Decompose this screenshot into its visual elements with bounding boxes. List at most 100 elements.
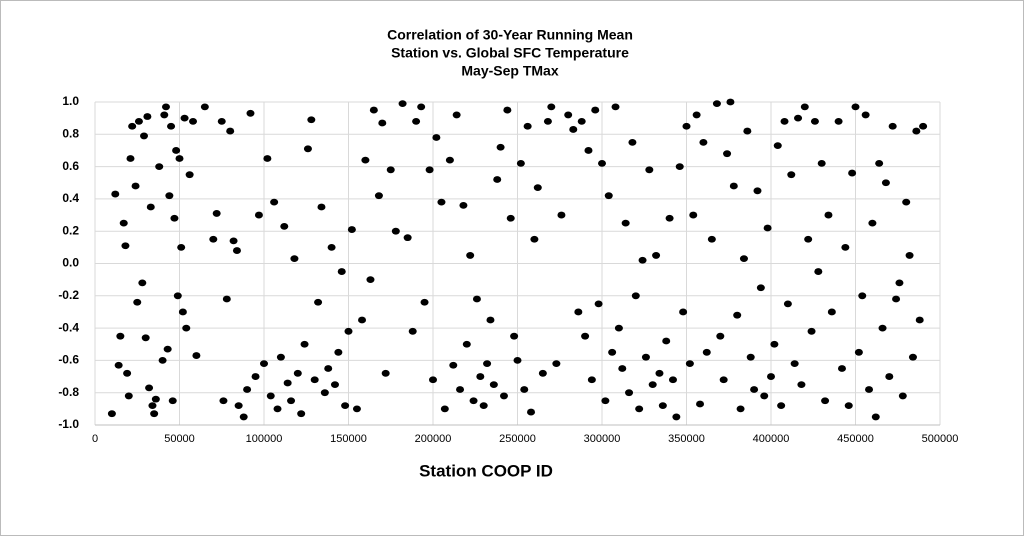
point [527, 408, 536, 416]
point [658, 402, 667, 410]
point [300, 340, 309, 348]
point [219, 397, 228, 405]
point [783, 300, 792, 308]
y-tick-label: 0.2 [62, 223, 79, 237]
point [790, 360, 799, 368]
point [307, 116, 316, 124]
point [366, 276, 375, 284]
point [234, 402, 243, 410]
point [337, 268, 346, 275]
point [177, 243, 186, 251]
point [804, 235, 813, 243]
point [665, 214, 674, 222]
point [892, 295, 901, 303]
point [170, 214, 179, 222]
point [584, 147, 593, 154]
point [569, 126, 578, 133]
point [123, 369, 132, 377]
point [126, 155, 135, 162]
point [131, 182, 140, 190]
point [124, 392, 133, 400]
x-tick-label: 450000 [837, 433, 874, 445]
point [614, 324, 623, 332]
point [682, 122, 691, 130]
point [226, 127, 235, 135]
point [729, 182, 738, 190]
point [158, 357, 167, 364]
point [668, 376, 677, 384]
point [150, 410, 159, 418]
point [114, 361, 123, 369]
point [915, 316, 924, 324]
point [557, 211, 566, 219]
point [516, 159, 525, 167]
point [707, 235, 716, 243]
point [902, 198, 911, 206]
point [273, 405, 282, 413]
point [160, 111, 169, 119]
point [733, 311, 742, 319]
point [243, 386, 252, 393]
point [344, 327, 353, 335]
point [662, 337, 671, 345]
point [386, 166, 395, 174]
point [861, 111, 870, 119]
point [334, 348, 343, 356]
point [374, 192, 383, 200]
point [378, 119, 387, 127]
point [919, 122, 928, 130]
point [763, 224, 772, 232]
point [456, 386, 465, 393]
point [675, 163, 684, 171]
point [140, 132, 149, 140]
point [440, 405, 449, 413]
point [760, 392, 769, 400]
point [841, 243, 850, 251]
x-tick-label: 0 [92, 433, 98, 445]
point [696, 400, 705, 408]
y-tick-label: 0.4 [62, 191, 79, 205]
point [821, 397, 830, 405]
point [712, 100, 721, 108]
point [905, 252, 914, 259]
point [574, 308, 583, 316]
point [263, 155, 272, 162]
point [594, 300, 603, 308]
y-tick-label: -0.4 [58, 320, 79, 334]
point [513, 357, 522, 364]
point [638, 256, 647, 264]
point [601, 397, 610, 405]
point [165, 192, 174, 200]
point [719, 376, 728, 384]
point [347, 226, 356, 233]
point [270, 198, 279, 206]
point [146, 203, 155, 211]
x-tick-label: 300000 [584, 433, 621, 445]
point [648, 381, 657, 389]
point [254, 211, 263, 219]
point [834, 117, 843, 125]
point [212, 210, 221, 217]
point [814, 268, 823, 275]
point [530, 235, 539, 243]
point [317, 203, 326, 211]
point [810, 117, 819, 125]
x-tick-label: 200000 [415, 433, 452, 445]
point [297, 410, 306, 418]
point [314, 298, 323, 306]
point [341, 402, 350, 410]
point [672, 413, 681, 421]
point [143, 113, 152, 120]
point [689, 211, 698, 219]
point [837, 365, 846, 372]
point [800, 103, 809, 111]
point [496, 143, 505, 151]
point [403, 234, 412, 242]
point [625, 389, 634, 397]
point [469, 397, 478, 405]
x-tick-label: 50000 [164, 433, 195, 445]
point [912, 127, 921, 135]
point [581, 332, 590, 340]
point [134, 117, 143, 125]
point [794, 114, 803, 122]
